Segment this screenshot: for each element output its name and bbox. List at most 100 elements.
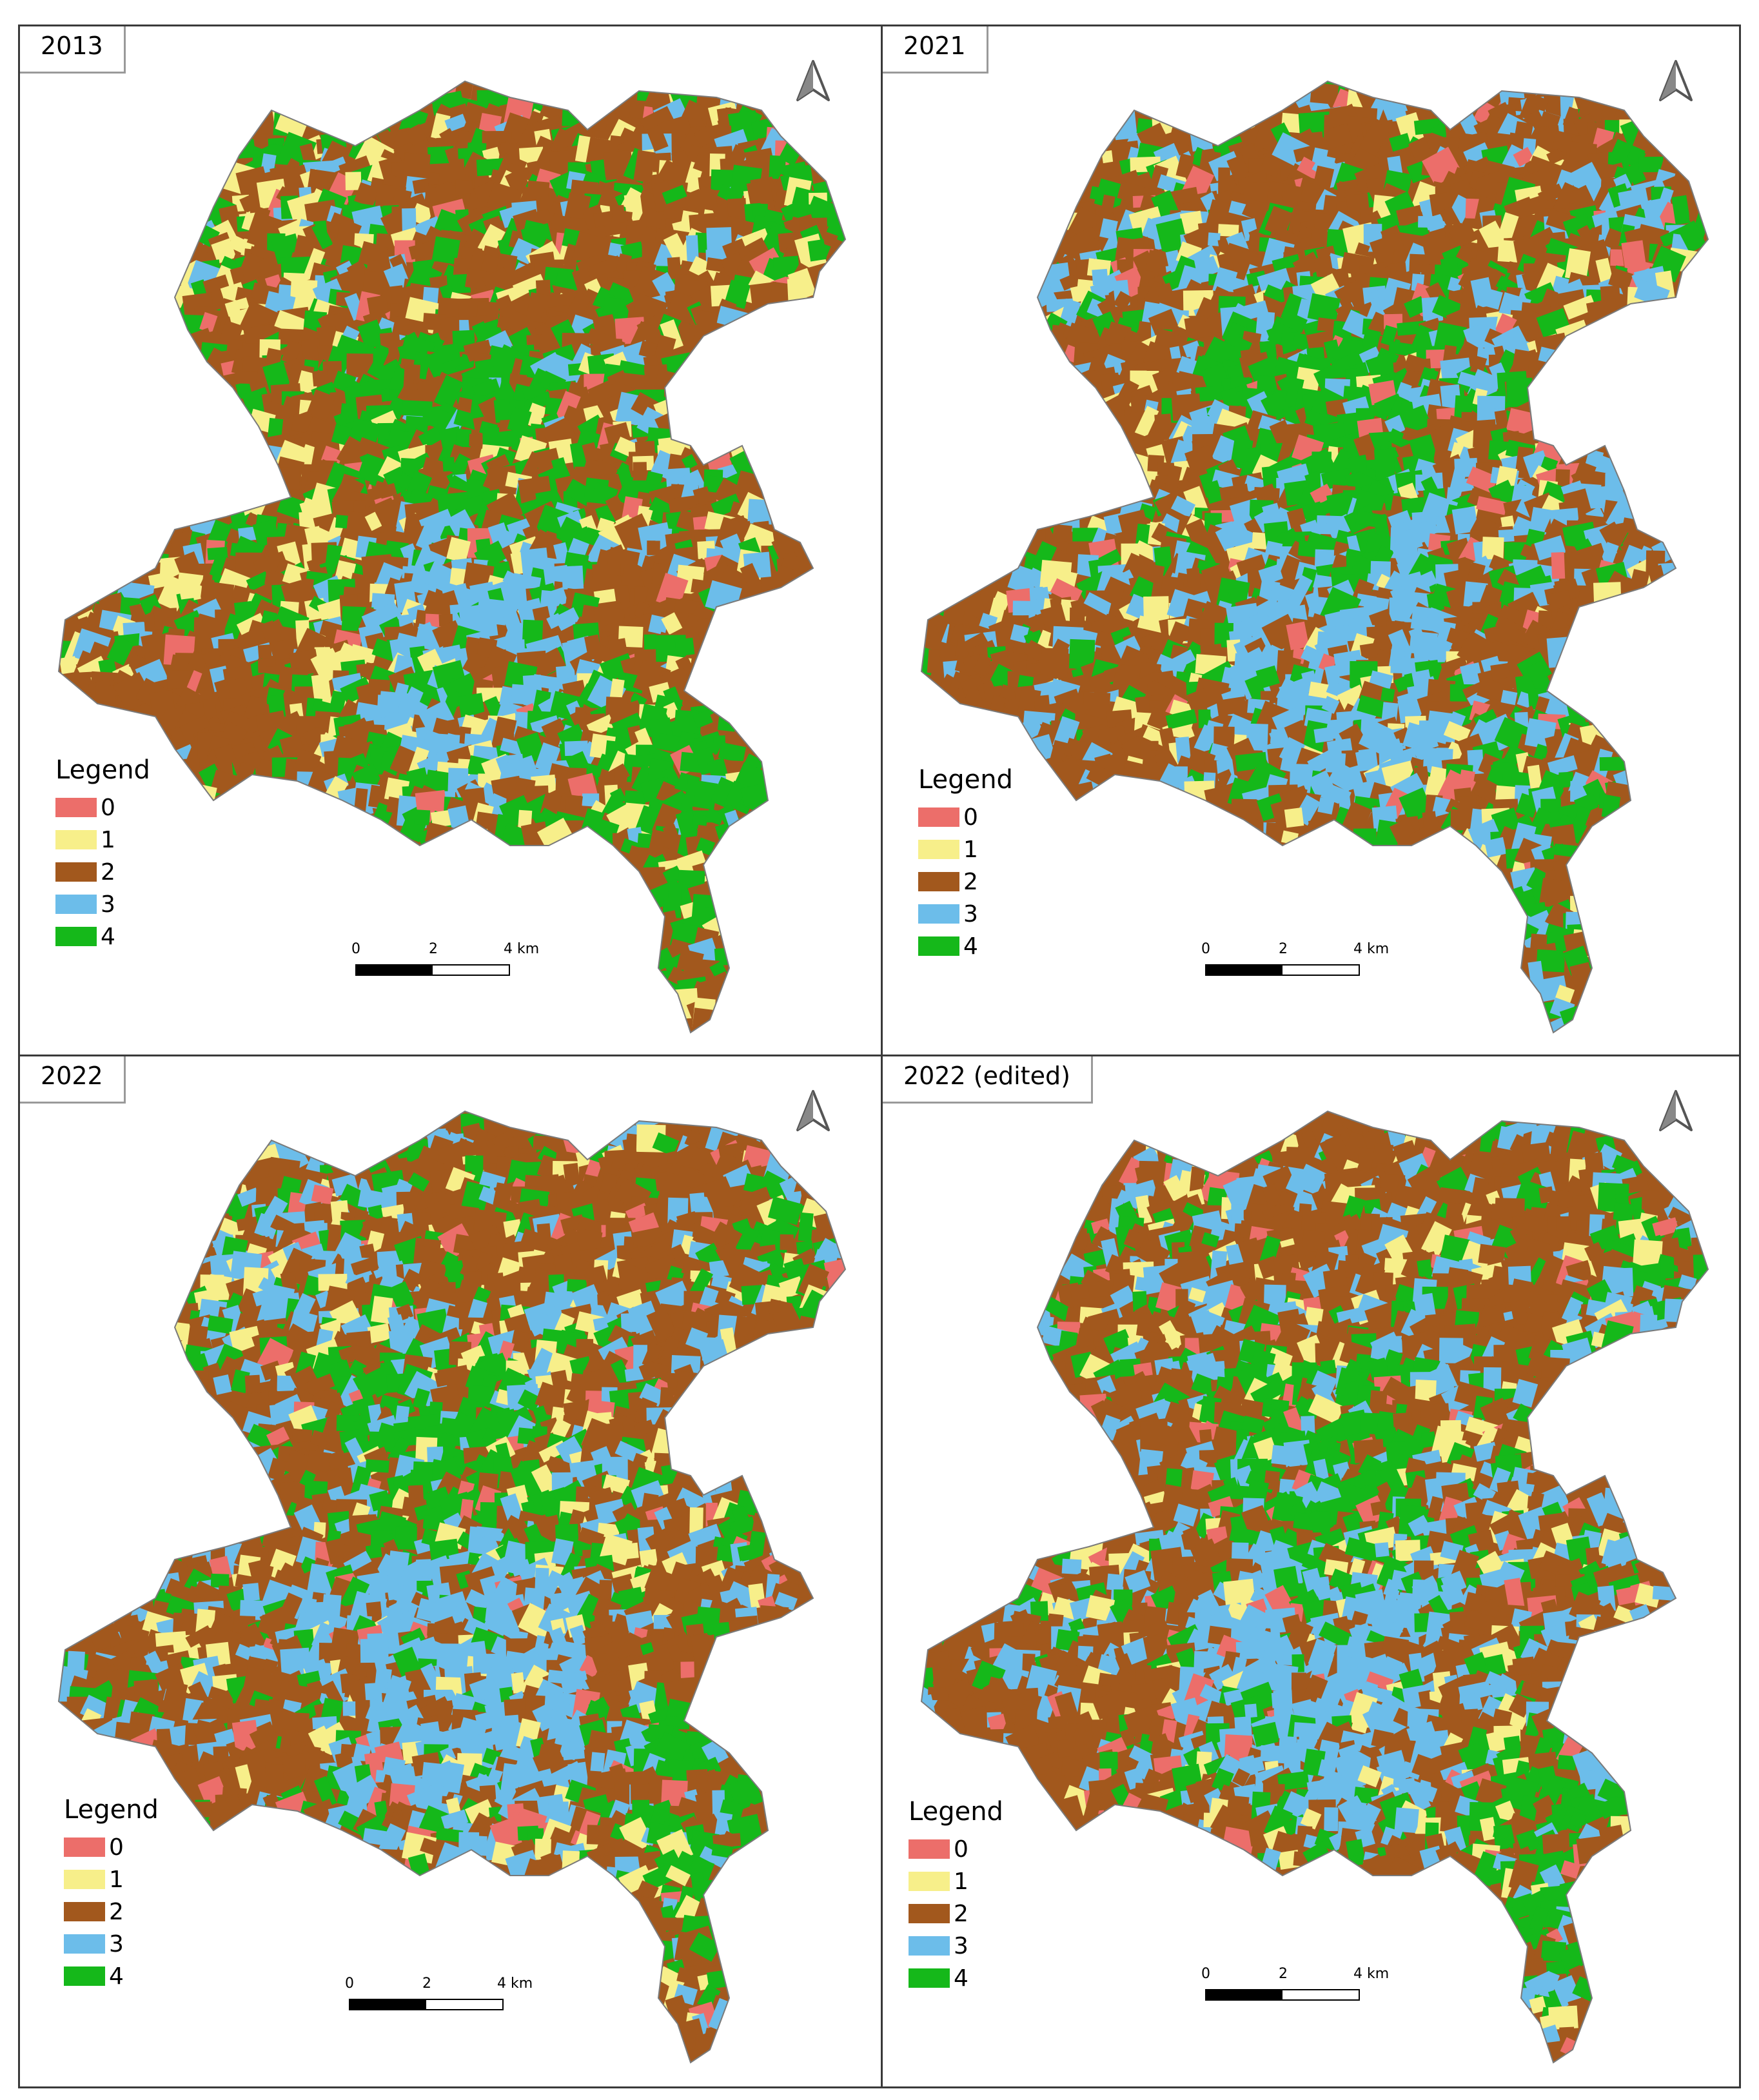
land-cover-patch-class-4 (357, 319, 386, 351)
land-cover-patch-class-4 (1388, 341, 1420, 358)
land-cover-patch-class-2 (646, 124, 669, 152)
land-cover-patch-class-2 (656, 781, 676, 804)
land-cover-patch-class-4 (1203, 480, 1224, 504)
land-cover-patch-class-0 (693, 516, 708, 533)
land-cover-patch-class-2 (1200, 628, 1217, 644)
land-cover-patch-class-4 (1135, 523, 1152, 546)
scale-label-2: 2 (1279, 941, 1288, 957)
land-cover-patch-class-4 (662, 184, 687, 204)
land-cover-map (57, 80, 847, 1034)
land-cover-patch-class-2 (392, 188, 412, 209)
land-cover-patch-class-2 (455, 179, 473, 196)
land-cover-patch-class-4 (267, 417, 284, 441)
land-cover-patch-class-3 (1253, 506, 1283, 533)
land-cover-patch-class-2 (1510, 195, 1545, 221)
land-cover-patch-class-1 (1217, 224, 1239, 237)
land-cover-patch-class-4 (711, 777, 737, 808)
land-cover-patch-class-3 (1170, 439, 1192, 468)
land-cover-patch-class-4 (1374, 448, 1396, 481)
land-cover-patch-class-4 (418, 422, 449, 449)
land-cover-patch-class-2 (740, 562, 765, 595)
land-cover-patch-class-2 (301, 338, 322, 362)
land-cover-patch-class-4 (522, 382, 546, 401)
land-cover-patch-class-1 (178, 580, 201, 603)
land-cover-patch-class-4 (106, 636, 134, 666)
land-cover-patch-class-0 (1476, 496, 1508, 515)
land-cover-patch-class-3 (1618, 187, 1650, 215)
land-cover-patch-class-1 (364, 511, 382, 531)
land-cover-patch-class-2 (1113, 291, 1132, 311)
legend-swatch-3 (55, 895, 97, 914)
legend-item-1: 1 (55, 824, 150, 856)
land-cover-patch-class-4 (1228, 337, 1252, 366)
land-cover-patch-class-4 (769, 155, 786, 180)
legend-label: 4 (963, 933, 978, 960)
land-cover-patch-class-2 (457, 208, 487, 235)
land-cover-patch-class-2 (377, 129, 395, 149)
land-cover-patch-class-1 (59, 656, 77, 675)
map-legend: Legend 0 1 2 3 4 (55, 755, 150, 953)
land-cover-patch-class-3 (1366, 296, 1390, 326)
land-cover-patch-class-4 (1094, 178, 1126, 211)
land-cover-patch-class-2 (253, 551, 289, 579)
land-cover-patch-class-2 (235, 552, 264, 580)
land-cover-patch-class-1 (1284, 807, 1304, 828)
land-cover-patch-class-1 (477, 688, 508, 702)
legend-label: 2 (101, 858, 115, 886)
land-cover-patch-class-4 (405, 415, 429, 435)
land-cover-patch-class-4 (798, 1212, 814, 1242)
land-cover-patch-class-1 (1134, 406, 1159, 439)
land-cover-patch-class-2 (1689, 205, 1704, 221)
land-cover-patch-class-2 (638, 340, 658, 359)
scale-label-2: 2 (429, 941, 438, 957)
panel-divider-vertical (881, 26, 883, 2086)
land-cover-patch-class-2 (316, 326, 338, 352)
land-cover-patch-class-4 (825, 220, 845, 244)
land-cover-patch-class-2 (239, 193, 259, 213)
land-cover-patch-class-2 (462, 101, 486, 123)
land-cover-patch-class-2 (281, 340, 302, 366)
legend-swatch-2 (918, 872, 959, 891)
land-cover-patch-class-4 (477, 90, 489, 109)
land-cover-patch-class-2 (303, 727, 325, 746)
land-cover-patch-class-2 (1551, 824, 1576, 846)
land-cover-patch-class-4 (1389, 133, 1411, 152)
land-cover-patch-class-2 (237, 252, 266, 285)
land-cover-patch-class-4 (1524, 282, 1557, 307)
land-cover-patch-class-2 (357, 437, 390, 461)
land-cover-patch-class-2 (1163, 464, 1183, 497)
land-cover-patch-class-4 (246, 571, 271, 591)
land-cover-patch-class-2 (1259, 156, 1282, 178)
land-cover-patch-class-2 (202, 698, 218, 722)
land-cover-patch-class-2 (1636, 224, 1669, 250)
land-cover-patch-class-2 (605, 697, 631, 721)
land-cover-patch-class-4 (493, 398, 514, 423)
land-cover-patch-class-0 (1551, 551, 1566, 579)
land-cover-patch-class-2 (277, 395, 299, 426)
land-cover-patch-class-4 (1381, 688, 1395, 702)
land-cover-patch-class-2 (1599, 521, 1628, 553)
land-cover-patch-class-3 (1207, 232, 1221, 246)
land-cover-patch-class-2 (620, 564, 642, 589)
land-cover-patch-class-2 (633, 150, 656, 183)
land-cover-patch-class-2 (780, 1234, 794, 1251)
scale-label-4km: 4 km (1353, 941, 1390, 957)
land-cover-patch-class-0 (199, 312, 218, 333)
map-legend: Legend 0 1 2 3 4 (918, 765, 1013, 962)
legend-label: 0 (963, 804, 978, 831)
legend-swatch-4 (918, 936, 959, 956)
land-cover-patch-class-2 (346, 353, 373, 378)
land-cover-patch-class-2 (1546, 148, 1565, 165)
panel-divider-horizontal (20, 1055, 1739, 1056)
land-cover-patch-class-4 (1433, 322, 1468, 355)
land-cover-patch-class-4 (455, 429, 472, 448)
land-cover-patch-class-0 (1473, 104, 1492, 124)
land-cover-patch-class-1 (1179, 210, 1204, 235)
legend-item-3: 3 (918, 898, 1013, 930)
land-cover-patch-class-4 (807, 239, 827, 262)
land-cover-patch-class-1 (787, 278, 807, 308)
land-cover-patch-class-2 (691, 1007, 714, 1033)
land-cover-patch-class-4 (1671, 195, 1691, 225)
land-cover-patch-class-4 (1321, 468, 1352, 490)
